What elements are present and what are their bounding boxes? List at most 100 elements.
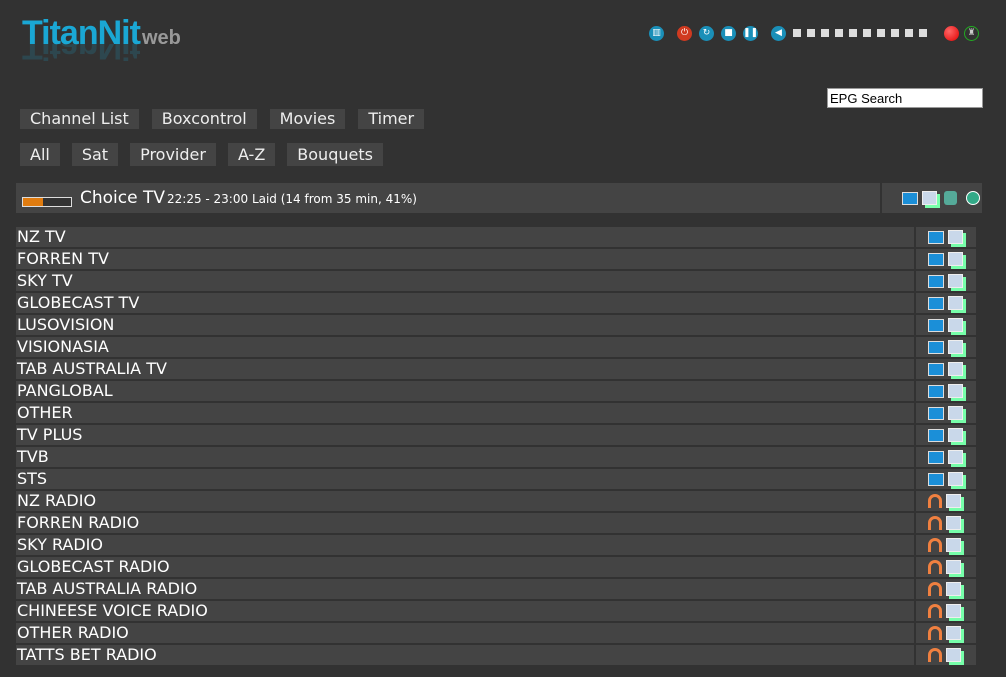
bouquet-name[interactable]: VISIONASIA [16,337,914,357]
power-icon[interactable]: ⏻ [677,26,692,41]
bouquet-name[interactable]: SKY RADIO [16,535,914,555]
stop-icon[interactable]: ■ [721,26,736,41]
epg-icon[interactable] [948,340,963,354]
nav-timer[interactable]: Timer [358,109,425,129]
pause-icon[interactable]: ❚❚ [743,26,758,41]
tv-icon[interactable] [902,192,918,205]
epg-icon[interactable] [946,648,961,662]
filters-all[interactable]: All [20,143,60,166]
volume-level-4[interactable] [835,29,843,37]
volume-level-6[interactable] [863,29,871,37]
tv-icon[interactable] [928,230,944,244]
radio-icon[interactable] [928,626,942,640]
bouquet-name[interactable]: GLOBECAST TV [16,293,914,313]
epg-icon[interactable] [948,450,963,464]
tv-icon[interactable] [928,472,944,486]
radio-icon[interactable] [928,582,942,596]
record-icon[interactable] [944,26,959,41]
epg-icon[interactable] [948,274,963,288]
epg-icon[interactable] [948,362,963,376]
radio-icon[interactable] [928,560,942,574]
bouquet-name[interactable]: TATTS BET RADIO [16,645,914,665]
remote-icon[interactable]: ▥ [649,26,664,41]
nav-boxcontrol[interactable]: Boxcontrol [151,109,257,129]
epg-icon[interactable] [946,560,961,574]
epg-icon[interactable] [946,516,961,530]
epg-icon[interactable] [946,604,961,618]
tv-icon[interactable] [928,450,944,464]
radio-icon[interactable] [928,538,942,552]
tv-icon[interactable] [928,384,944,398]
filters-bouquets[interactable]: Bouquets [287,143,383,166]
bouquet-row: GLOBECAST TV [16,293,976,313]
volume-level-7[interactable] [877,29,885,37]
epg-search-input[interactable] [827,88,983,108]
epg-icon[interactable] [948,318,963,332]
volume-level-8[interactable] [891,29,899,37]
bouquet-row: GLOBECAST RADIO [16,557,976,577]
tv-icon[interactable] [928,362,944,376]
volume-level-9[interactable] [905,29,913,37]
bouquet-row: PANGLOBAL [16,381,976,401]
epg-icon[interactable] [948,384,963,398]
bouquet-row: SKY TV [16,271,976,291]
radio-icon[interactable] [928,604,942,618]
epg-icon[interactable] [946,538,961,552]
bouquet-name[interactable]: TV PLUS [16,425,914,445]
radio-icon[interactable] [928,516,942,530]
radio-icon[interactable] [928,648,942,662]
bouquet-name[interactable]: TVB [16,447,914,467]
epg-icon[interactable] [922,191,937,205]
tv-icon[interactable] [928,318,944,332]
epg-icon[interactable] [946,582,961,596]
epg-icon[interactable] [948,230,963,244]
bouquet-name[interactable]: NZ RADIO [16,491,914,511]
bouquet-name[interactable]: LUSOVISION [16,315,914,335]
bouquet-name[interactable]: CHINEESE VOICE RADIO [16,601,914,621]
radio-icon[interactable] [928,494,942,508]
filters-provider[interactable]: Provider [130,143,216,166]
volume-level-3[interactable] [821,29,829,37]
bouquet-name[interactable]: OTHER [16,403,914,423]
bouquet-name[interactable]: PANGLOBAL [16,381,914,401]
stream-icon[interactable] [944,191,957,205]
nav-channel-list[interactable]: Channel List [20,109,139,129]
volume-icon[interactable]: ◀ [771,26,786,41]
filters-sat[interactable]: Sat [71,143,119,166]
volume-level-5[interactable] [849,29,857,37]
bouquet-name[interactable]: OTHER RADIO [16,623,914,643]
bouquet-name[interactable]: FORREN TV [16,249,914,269]
epg-icon[interactable] [948,296,963,310]
signal-icon[interactable]: ♜ [964,26,979,41]
bouquet-row: CHINEESE VOICE RADIO [16,601,976,621]
volume-level-2[interactable] [807,29,815,37]
bouquet-name[interactable]: STS [16,469,914,489]
volume-level-1[interactable] [793,29,801,37]
epg-icon[interactable] [948,428,963,442]
epg-icon[interactable] [946,494,961,508]
tv-icon[interactable] [928,274,944,288]
bouquet-name[interactable]: GLOBECAST RADIO [16,557,914,577]
tv-icon[interactable] [928,340,944,354]
epg-icon[interactable] [948,406,963,420]
tv-icon[interactable] [928,252,944,266]
nav-movies[interactable]: Movies [269,109,346,129]
tv-icon[interactable] [928,428,944,442]
tv-icon[interactable] [928,406,944,420]
bouquet-name[interactable]: FORREN RADIO [16,513,914,533]
bouquet-row: NZ RADIO [16,491,976,511]
tv-icon[interactable] [928,296,944,310]
bouquet-actions [916,227,976,247]
restart-icon[interactable]: ↻ [699,26,714,41]
bouquet-name[interactable]: TAB AUSTRALIA RADIO [16,579,914,599]
web-icon[interactable] [966,191,980,205]
bouquet-row: OTHER RADIO [16,623,976,643]
bouquet-name[interactable]: SKY TV [16,271,914,291]
filters-a-z[interactable]: A-Z [227,143,276,166]
bouquet-name[interactable]: TAB AUSTRALIA TV [16,359,914,379]
bouquet-name[interactable]: NZ TV [16,227,914,247]
volume-level-10[interactable] [919,29,927,37]
epg-icon[interactable] [948,472,963,486]
epg-icon[interactable] [948,252,963,266]
epg-icon[interactable] [946,626,961,640]
